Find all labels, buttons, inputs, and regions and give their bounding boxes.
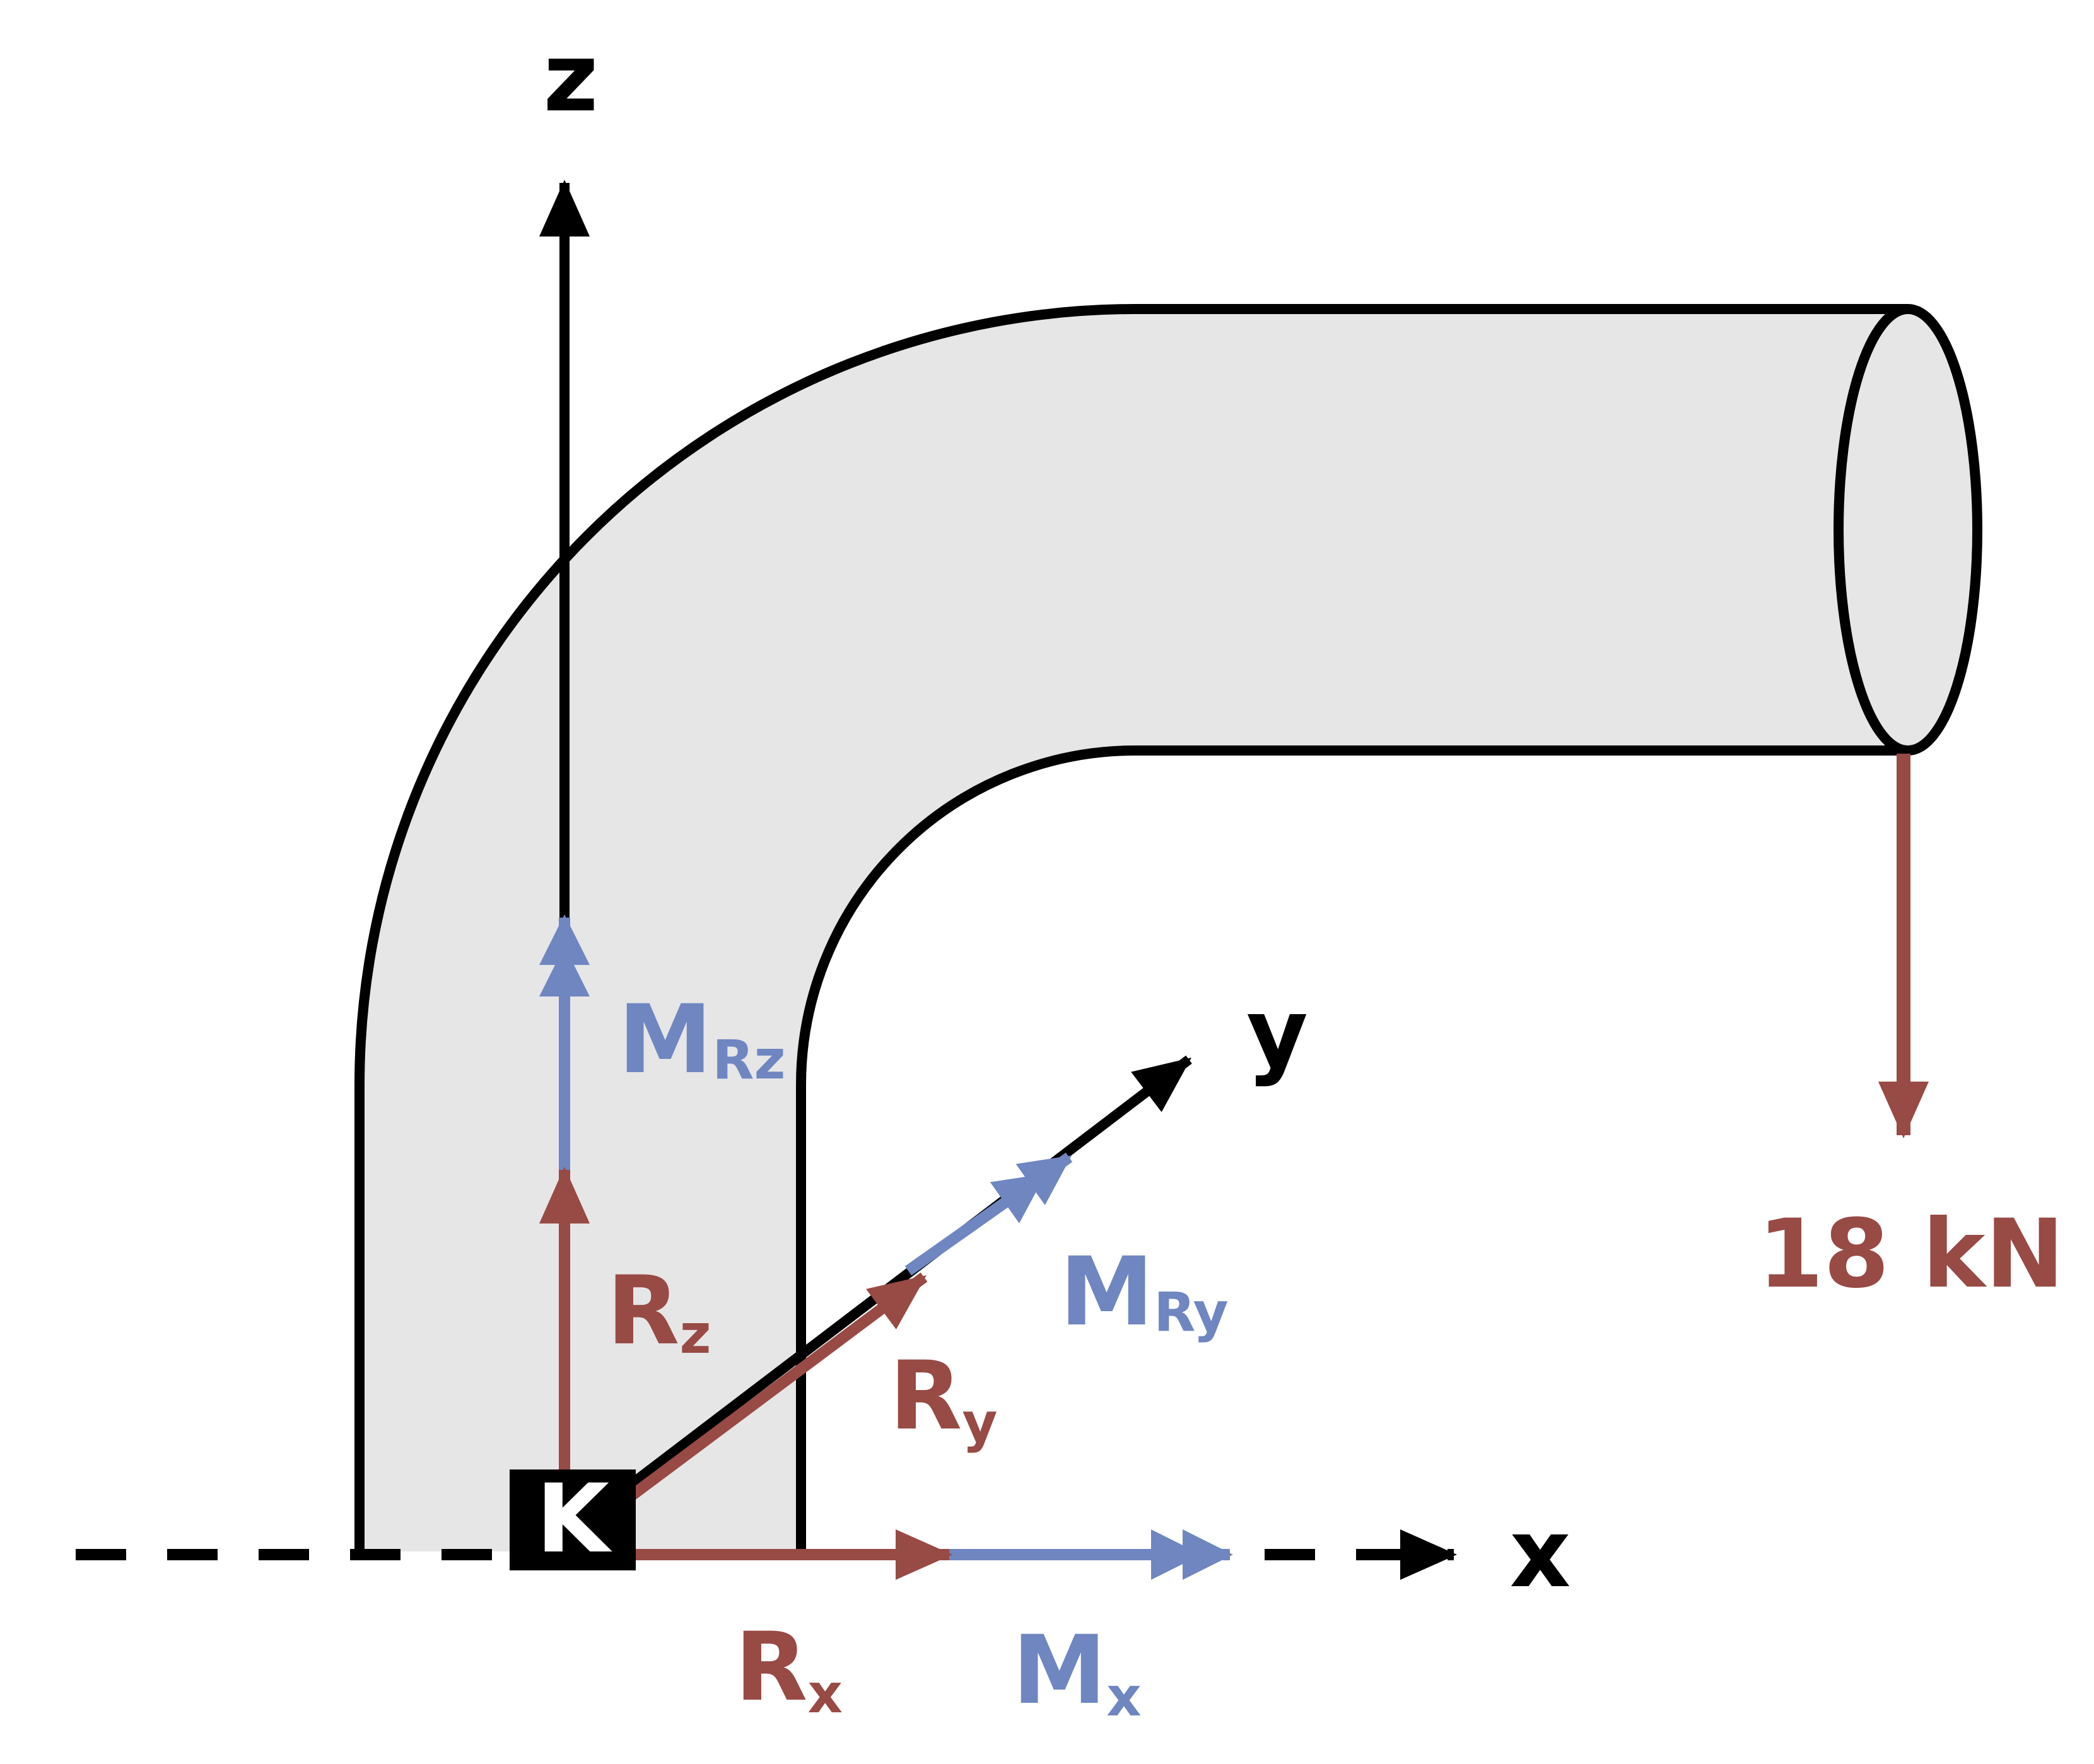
pipe-outer-wall (354, 304, 1908, 1551)
y-axis-label: y (1246, 979, 1308, 1089)
moment-y-label: MRy (1060, 1237, 1229, 1347)
pipe-elbow (360, 309, 1977, 1551)
x-axis-label: x (1510, 1499, 1571, 1609)
pipe-end-opening (1834, 304, 1982, 756)
applied-load-label: 18 kN (1758, 1200, 2064, 1309)
reaction-z-label: Rz (607, 1256, 711, 1366)
reaction-y-label: Ry (889, 1341, 998, 1454)
moment-y-arrow (904, 1152, 1073, 1276)
reaction-y-arrow (621, 1272, 928, 1506)
support-label: K (536, 1464, 612, 1574)
moment-x-label: Mx (1012, 1616, 1142, 1729)
pipe-inner-wall (796, 745, 1908, 1551)
moment-z-label: MRz (618, 985, 786, 1095)
z-axis-label: z (543, 23, 598, 133)
reaction-x-label: Rx (735, 1613, 843, 1726)
support-box (510, 1469, 636, 1570)
